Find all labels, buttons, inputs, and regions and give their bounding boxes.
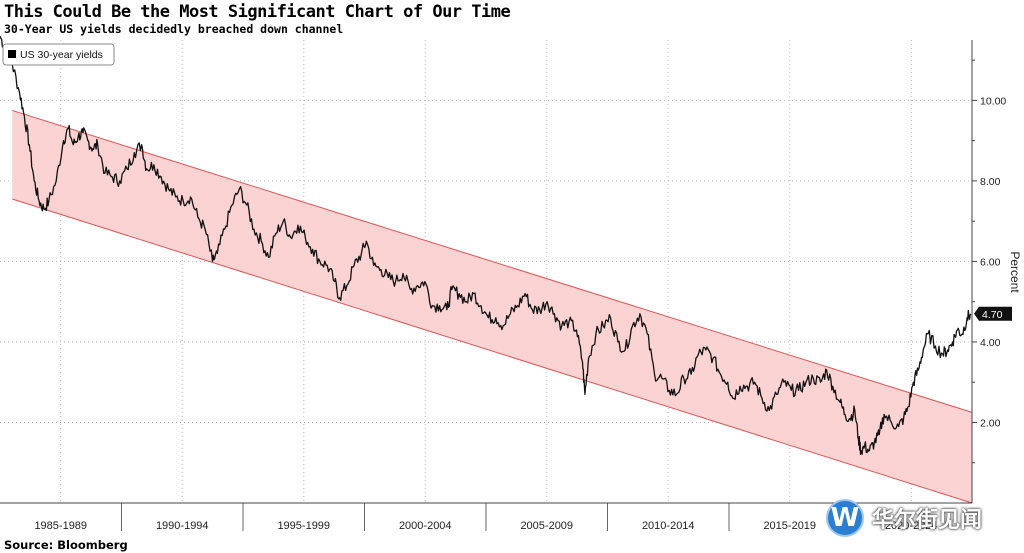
channel-lower-line: [12, 198, 973, 504]
source-note: Source: Bloomberg: [4, 538, 128, 552]
series-line-us-30-year-yields: [0, 35, 972, 455]
legend-box: [2, 43, 115, 66]
x-period-label: 1990-1994: [156, 520, 209, 532]
y-tick-label: 8.00: [980, 176, 1001, 188]
y-tick-label: 4.00: [980, 337, 1001, 349]
last-value-label: 4.70: [982, 309, 1003, 321]
legend-swatch: [8, 50, 16, 58]
x-period-label: 2010-2014: [642, 520, 695, 532]
watermark-logo-icon: W: [826, 499, 864, 537]
channel-upper-line: [12, 109, 973, 413]
x-period-label: 2000-2004: [399, 520, 452, 532]
y-axis-label: Percent: [1008, 251, 1022, 293]
y-tick-label: 6.00: [980, 256, 1001, 268]
x-period-label: 2015-2019: [763, 520, 816, 532]
y-tick-label: 10.00: [980, 95, 1006, 107]
x-period-label: 2005-2009: [520, 520, 573, 532]
watermark-text: 华尔街见闻: [872, 508, 983, 533]
y-tick-label: 2.00: [980, 417, 1001, 429]
x-period-label: 1995-1999: [277, 520, 330, 532]
channel-band: [12, 110, 972, 504]
legend-label: US 30-year yields: [20, 49, 103, 61]
last-value-flag: [974, 306, 1012, 321]
chart-subtitle: 30-Year US yields decidedly breached dow…: [4, 22, 344, 36]
x-period-label: 2020-2024: [885, 520, 938, 532]
x-period-label: 1985-1989: [34, 520, 87, 532]
chart-title: This Could Be the Most Significant Chart…: [4, 2, 511, 22]
watermark: W 华尔街见闻: [826, 497, 1024, 539]
